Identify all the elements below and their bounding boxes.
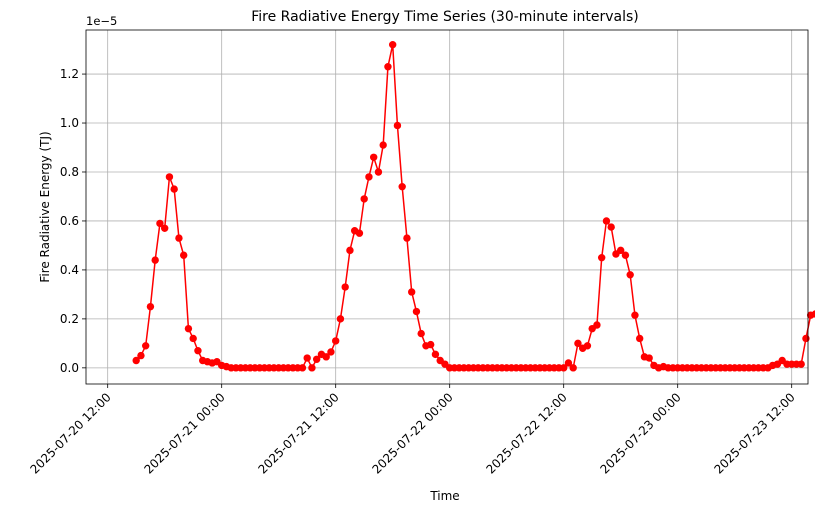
x-axis-label: Time xyxy=(429,489,459,503)
data-point xyxy=(308,364,316,372)
data-point xyxy=(160,224,169,232)
y-tick-label: 0.4 xyxy=(60,263,79,277)
series-line xyxy=(135,43,815,369)
data-point xyxy=(141,342,150,350)
data-point xyxy=(626,271,634,279)
data-point xyxy=(165,173,174,181)
x-tick-label: 2025-07-23 00:00 xyxy=(597,390,683,476)
data-point xyxy=(426,340,435,349)
data-point xyxy=(146,302,155,311)
data-point xyxy=(374,168,383,176)
data-point xyxy=(802,334,810,343)
data-point xyxy=(635,334,644,343)
y-tick-label: 0.2 xyxy=(60,312,79,326)
data-series xyxy=(132,40,815,372)
data-point xyxy=(797,360,805,368)
data-point xyxy=(346,246,354,255)
data-point xyxy=(322,353,330,361)
data-point xyxy=(398,182,406,191)
y-tick-label: 0.6 xyxy=(60,214,79,228)
data-point xyxy=(355,229,364,237)
x-tick-label: 2025-07-22 12:00 xyxy=(483,390,569,476)
data-point xyxy=(365,173,373,181)
data-point xyxy=(327,348,335,356)
data-point xyxy=(621,251,630,259)
data-point xyxy=(412,307,421,316)
data-point xyxy=(574,339,582,348)
data-point xyxy=(431,350,440,359)
data-point xyxy=(298,364,307,372)
data-point xyxy=(811,310,815,318)
plot-area-frame xyxy=(85,29,809,385)
data-point xyxy=(631,311,639,319)
data-point xyxy=(132,356,140,365)
x-tick-label: 2025-07-21 00:00 xyxy=(141,390,227,476)
data-point xyxy=(369,153,378,161)
y-axis-label: Fire Radiative Energy (TJ) xyxy=(38,131,52,282)
y-tick-label: 1.0 xyxy=(60,116,79,130)
data-point xyxy=(602,217,611,225)
x-tick-label: 2025-07-22 00:00 xyxy=(369,390,455,476)
x-tick-label: 2025-07-21 12:00 xyxy=(255,390,341,476)
y-tick-label: 0.0 xyxy=(60,361,79,375)
data-point xyxy=(189,334,197,343)
data-point xyxy=(403,234,411,242)
data-point xyxy=(175,234,183,242)
data-point xyxy=(137,351,145,360)
grid-lines xyxy=(86,30,808,384)
data-point xyxy=(341,283,349,291)
data-point xyxy=(583,342,592,350)
data-point xyxy=(593,321,601,329)
data-point xyxy=(417,329,425,338)
data-point xyxy=(407,288,416,296)
data-point xyxy=(331,337,340,345)
x-tick-label: 2025-07-20 12:00 xyxy=(27,390,113,476)
data-point xyxy=(184,324,193,333)
data-point xyxy=(151,256,159,264)
data-point xyxy=(179,251,188,259)
y-offset-text: 1e−5 xyxy=(86,14,117,28)
data-point xyxy=(559,364,568,372)
data-point xyxy=(336,315,345,323)
data-point xyxy=(597,253,606,262)
x-tick-label: 2025-07-23 12:00 xyxy=(711,390,797,476)
data-point xyxy=(194,347,202,355)
data-point xyxy=(388,40,397,49)
data-point xyxy=(379,141,387,149)
data-point xyxy=(645,354,653,362)
data-point xyxy=(170,185,178,193)
data-point xyxy=(616,246,625,255)
data-point xyxy=(312,355,321,363)
data-point xyxy=(564,359,573,367)
data-point xyxy=(156,219,164,228)
chart-title: Fire Radiative Energy Time Series (30-mi… xyxy=(251,9,638,25)
axis-ticks: 2025-07-20 12:00 2025-07-21 00:00 2025-07-… xyxy=(27,67,797,477)
y-tick-label: 1.2 xyxy=(60,67,79,81)
data-point xyxy=(360,195,368,203)
data-point xyxy=(303,354,311,362)
data-point xyxy=(607,223,615,231)
y-tick-label: 0.8 xyxy=(60,165,79,179)
data-point xyxy=(384,63,392,71)
data-point xyxy=(393,121,402,130)
data-point xyxy=(569,364,577,372)
